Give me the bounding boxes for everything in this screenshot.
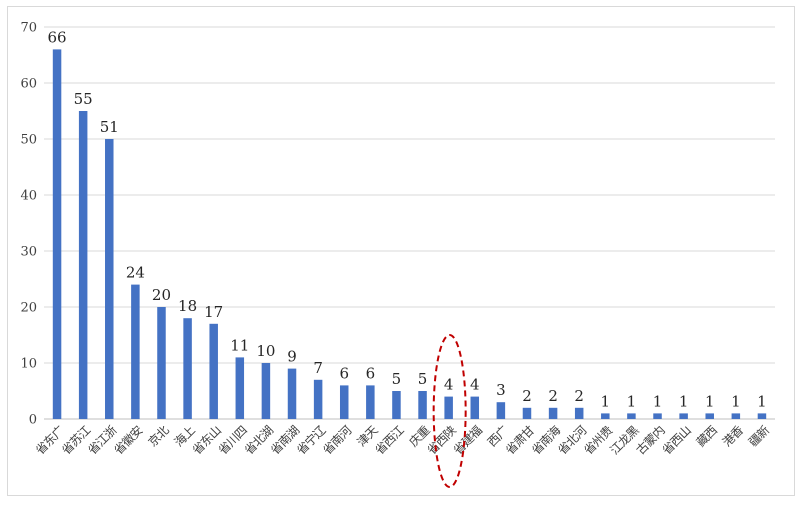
data-label: 17 <box>204 303 223 321</box>
category-label: 广东省 <box>33 423 67 457</box>
gridlines <box>44 26 775 420</box>
category-label: 浙江省 <box>85 423 119 457</box>
bar <box>627 413 636 419</box>
category-label: 海南省 <box>529 422 563 457</box>
bar <box>287 368 297 419</box>
data-label: 51 <box>100 118 119 136</box>
category-label: 湖北省 <box>242 422 276 457</box>
data-label: 55 <box>74 90 93 108</box>
bar <box>757 413 767 419</box>
bar <box>731 413 741 419</box>
data-label: 2 <box>574 387 584 405</box>
data-label: 1 <box>705 392 715 410</box>
category-label: 福建省 <box>451 422 485 457</box>
bar <box>418 391 427 419</box>
bar <box>392 391 401 419</box>
data-label: 1 <box>627 392 637 410</box>
data-label: 4 <box>470 376 480 394</box>
category-label: 安徽省 <box>111 422 145 457</box>
category-label: 新疆 <box>746 422 772 449</box>
data-label: 20 <box>152 286 171 304</box>
bar <box>131 284 140 419</box>
bar <box>444 396 453 419</box>
data-label: 1 <box>679 392 689 410</box>
bar <box>679 413 688 419</box>
category-label: 河北省 <box>555 423 589 457</box>
bar <box>105 139 114 419</box>
bar <box>52 49 62 420</box>
category-label: 香港 <box>720 423 746 449</box>
highlight-marker <box>432 334 467 488</box>
bar <box>548 407 558 419</box>
data-label: 1 <box>601 392 611 410</box>
y-tick-label: 30 <box>20 245 37 260</box>
bar <box>496 402 506 419</box>
bar <box>705 413 714 419</box>
bar <box>209 323 218 419</box>
category-label: 贵州省 <box>581 423 615 457</box>
category-label: 湖南省 <box>268 422 302 457</box>
data-label: 3 <box>496 381 506 399</box>
y-tick-label: 70 <box>20 21 37 36</box>
bar <box>366 385 375 419</box>
data-label: 1 <box>731 392 741 410</box>
bar <box>78 111 88 419</box>
category-label: 陕西省 <box>425 422 459 457</box>
data-label: 1 <box>757 392 767 410</box>
category-label: 山西省 <box>660 423 694 457</box>
bar <box>313 379 323 419</box>
category-label: 甘肃省 <box>503 423 537 457</box>
data-label: 4 <box>444 376 454 394</box>
bar <box>157 307 166 419</box>
category-label: 江苏省 <box>59 423 93 457</box>
category-label: 北京 <box>145 423 171 449</box>
bar <box>574 407 584 419</box>
y-axis-ticks: 0 10 20 30 40 50 60 70 <box>20 21 37 428</box>
category-label: 江西省 <box>372 423 406 457</box>
y-tick-label: 50 <box>20 133 37 148</box>
data-label: 6 <box>339 364 349 382</box>
data-label: 11 <box>230 336 249 354</box>
category-label: 西藏 <box>694 423 720 449</box>
bar <box>470 396 480 419</box>
data-label: 6 <box>366 364 376 382</box>
bar <box>235 357 245 419</box>
y-tick-label: 40 <box>20 189 37 204</box>
data-label: 9 <box>287 348 297 366</box>
y-tick-label: 20 <box>20 301 37 316</box>
y-tick-label: 60 <box>20 77 37 92</box>
highlight-ellipse <box>432 334 467 488</box>
bar <box>653 413 662 419</box>
category-label: 河南省 <box>320 423 354 457</box>
bar <box>522 407 532 419</box>
y-tick-label: 0 <box>29 413 37 428</box>
bars <box>52 49 767 420</box>
bar <box>339 385 349 419</box>
category-label: 山东省 <box>190 423 224 457</box>
category-label: 内蒙古 <box>633 423 668 457</box>
bar <box>261 363 271 419</box>
category-label: 黑龙江 <box>607 423 641 457</box>
data-label: 18 <box>178 297 197 315</box>
data-label: 10 <box>256 342 275 360</box>
category-label: 四川省 <box>216 423 250 457</box>
data-label: 2 <box>522 387 532 405</box>
data-label: 1 <box>653 392 663 410</box>
data-label: 2 <box>548 387 558 405</box>
data-label: 24 <box>126 264 145 282</box>
data-label: 5 <box>392 370 402 388</box>
data-label: 7 <box>313 359 323 377</box>
y-tick-label: 10 <box>20 357 37 372</box>
data-label: 66 <box>48 28 67 46</box>
bar <box>601 413 610 419</box>
category-label: 辽宁省 <box>294 423 328 457</box>
data-label: 5 <box>418 370 428 388</box>
bar <box>183 318 192 419</box>
